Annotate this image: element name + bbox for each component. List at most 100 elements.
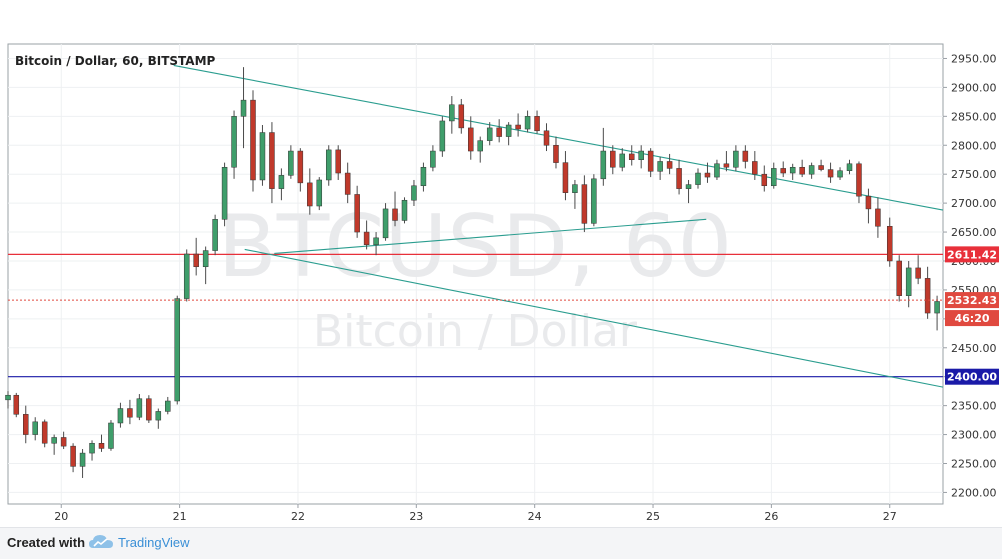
candle-body: [5, 394, 11, 401]
candle-body: [799, 166, 805, 175]
candle-body: [41, 421, 48, 444]
candle-body: [619, 153, 626, 168]
price-chart[interactable]: BTCUSD, 60 Bitcoin / Dollar 2950.00 2900.…: [0, 0, 1002, 527]
candle-body: [581, 184, 588, 224]
candle-body: [89, 442, 95, 454]
x-tick-label: 20: [54, 510, 68, 523]
trendline: [244, 248, 944, 388]
candle-body: [704, 172, 711, 178]
last-price-label-bg: [945, 292, 999, 309]
candle-body: [354, 194, 360, 233]
footer: Created with TradingView: [0, 527, 1002, 559]
candle-body: [789, 166, 796, 174]
trendlines: [173, 64, 944, 388]
candle-body: [524, 116, 531, 130]
candle-body: [335, 149, 341, 174]
horizontal-line-label-bg: [945, 368, 999, 385]
last-price-label: 2532.43: [947, 294, 997, 307]
candle-body: [865, 195, 872, 210]
candle-body: [761, 173, 768, 187]
chart-watermark: BTCUSD, 60 Bitcoin / Dollar: [218, 197, 732, 357]
horizontal-lines: [8, 253, 943, 378]
candle-body: [934, 301, 940, 314]
candle-body: [896, 260, 902, 296]
x-tick-label: 23: [409, 510, 423, 523]
horizontal-line-label: 2611.42: [947, 248, 997, 261]
candle-body: [98, 442, 105, 449]
candle-body: [449, 104, 455, 122]
candle-body: [915, 267, 921, 279]
candle-body: [316, 179, 323, 207]
y-tick-label: 2650.00: [951, 226, 997, 239]
y-tick-label: 2850.00: [951, 110, 997, 123]
candle-body: [401, 199, 408, 221]
candle-body: [856, 163, 862, 197]
candle-body: [174, 298, 180, 402]
candle-body: [837, 170, 843, 178]
candle-body: [392, 208, 398, 221]
candle-body: [430, 150, 436, 168]
candle-body: [221, 166, 228, 220]
candle-body: [468, 127, 474, 152]
candle-body: [183, 253, 190, 299]
candle-body: [666, 161, 673, 169]
y-tick-label: 2300.00: [951, 429, 997, 442]
y-tick-label: 2750.00: [951, 168, 997, 181]
candle-body: [780, 168, 786, 174]
y-tick-label: 2350.00: [951, 400, 997, 413]
horizontal-line-label-bg: [945, 246, 999, 263]
x-tick-label: 24: [528, 510, 542, 523]
trendline: [274, 218, 707, 255]
candle-body: [742, 150, 749, 162]
candle-body: [905, 267, 912, 296]
candle-body: [60, 437, 67, 447]
y-tick-label: 2250.00: [951, 457, 997, 470]
candle-body: [818, 165, 824, 170]
candle-body: [562, 162, 569, 193]
candle-body: [886, 226, 893, 262]
candle-body: [325, 149, 332, 181]
candle-body: [288, 150, 294, 176]
x-tick-label: 25: [646, 510, 660, 523]
x-tick-label: 26: [764, 510, 778, 523]
candle-body: [344, 172, 351, 195]
tradingview-brand-link[interactable]: TradingView: [118, 535, 190, 550]
candle-body: [269, 132, 275, 189]
tradingview-cloud-icon[interactable]: [88, 533, 114, 551]
candle-body: [146, 398, 152, 421]
y-tick-label: 2950.00: [951, 52, 997, 65]
candle-body: [610, 150, 616, 168]
trendline: [173, 64, 944, 211]
candle-body: [155, 411, 162, 421]
candle-body: [193, 253, 199, 268]
candle-body: [695, 172, 701, 185]
candle-body: [543, 130, 550, 146]
candle-body: [165, 400, 171, 412]
candle-body: [846, 163, 853, 171]
candle-body: [108, 422, 114, 449]
candle-body: [411, 185, 417, 201]
horizontal-line-label: 2400.00: [947, 371, 997, 384]
candle-body: [420, 166, 427, 187]
candle-body: [127, 408, 133, 418]
candle-body: [505, 124, 512, 137]
candle-body: [647, 150, 654, 172]
candle-body: [496, 127, 502, 137]
candle-body: [515, 124, 521, 130]
y-tick-label: 2200.00: [951, 486, 997, 499]
candle-body: [628, 153, 635, 160]
candle-body: [32, 421, 38, 435]
candle-body: [657, 161, 663, 172]
candle-body: [278, 175, 285, 189]
y-tick-label: 2900.00: [951, 81, 997, 94]
candle-body: [875, 208, 881, 227]
candle-body: [808, 165, 815, 175]
candle-body: [771, 168, 777, 187]
candle-body: [553, 145, 559, 163]
candle-body: [458, 104, 465, 129]
price-labels: 2611.42 2400.00 2532.43 46:20: [945, 246, 999, 385]
bar-countdown-label-bg: [945, 310, 999, 327]
candle-body: [79, 452, 86, 467]
candle-body: [638, 150, 644, 160]
candle-body: [600, 150, 607, 180]
